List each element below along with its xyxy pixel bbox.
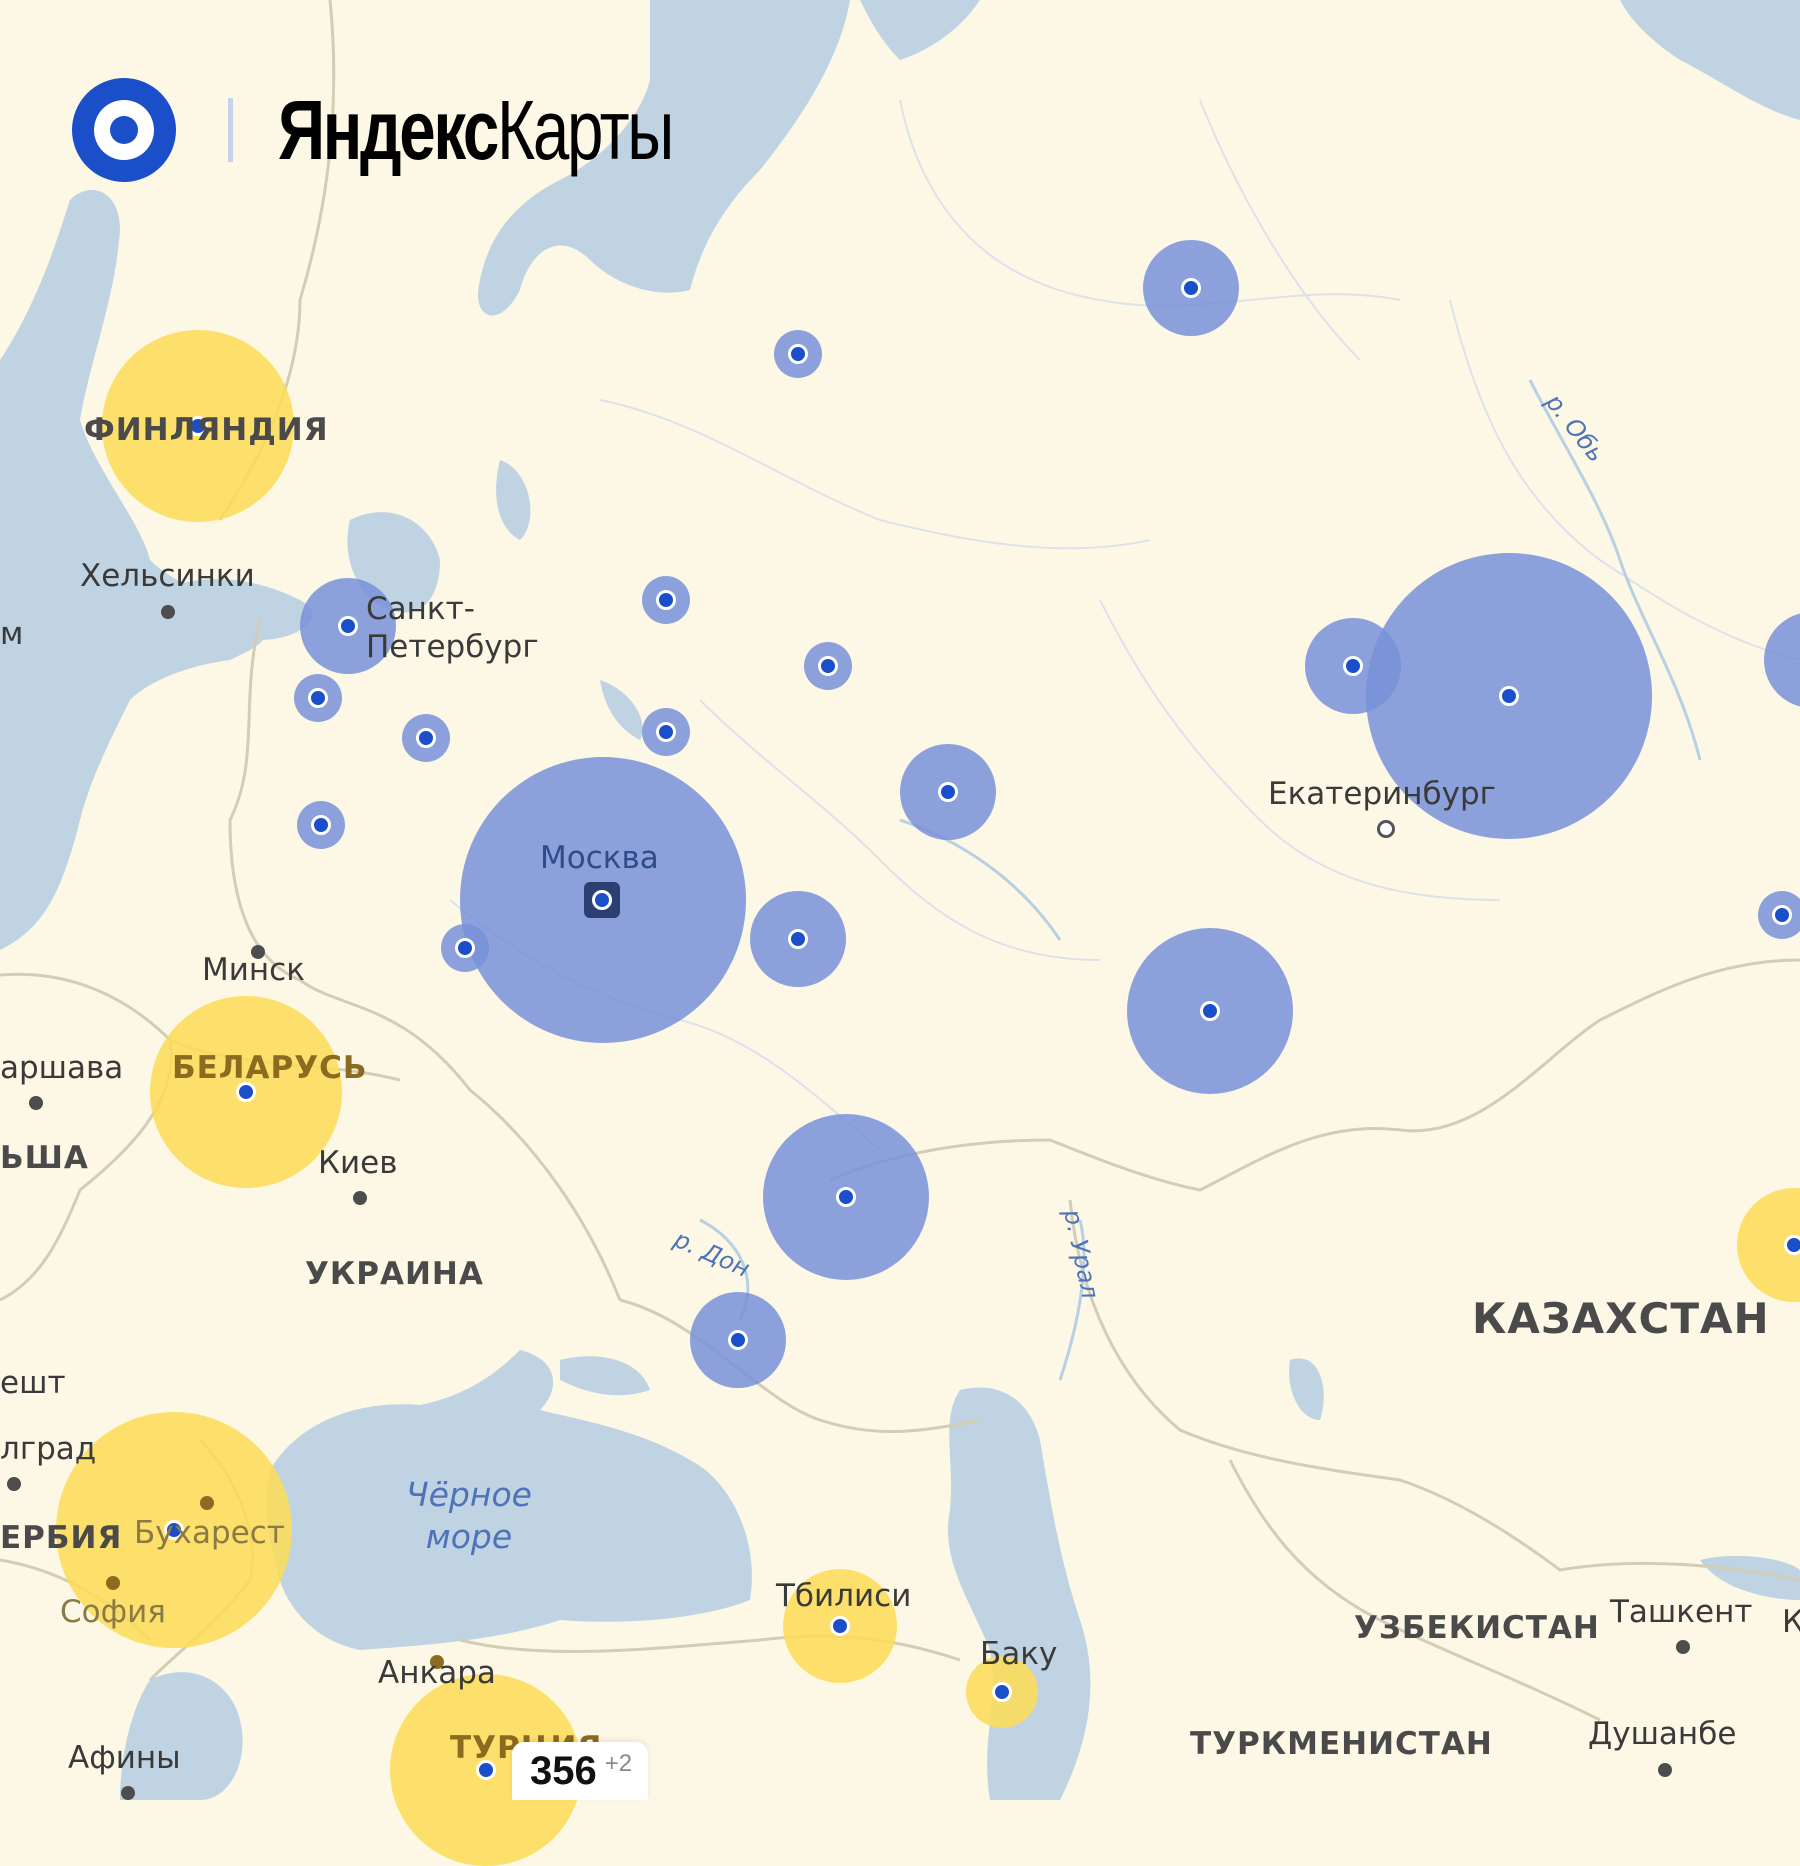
label-ukraine: УКРАИНА <box>305 1256 484 1292</box>
label-black-sea: Чёрное море <box>406 1475 532 1556</box>
city-dot-tashkent <box>1676 1640 1690 1654</box>
location-pin-icon <box>938 782 958 802</box>
location-pin-icon <box>1784 1235 1800 1255</box>
label-turkmenistan: ТУРКМЕНИСТАН <box>1190 1726 1493 1762</box>
location-pin-icon <box>1499 686 1519 706</box>
label-kazakhstan: КАЗАХСТАН <box>1472 1294 1770 1343</box>
label-helsinki[interactable]: Хельсинки <box>80 558 255 594</box>
label-k-cut[interactable]: К <box>1782 1604 1800 1640</box>
location-pin-icon <box>1343 656 1363 676</box>
label-baku[interactable]: Баку <box>980 1636 1058 1672</box>
counter-extra: +2 <box>604 1750 633 1777</box>
lake-onega <box>496 460 531 540</box>
location-pin-icon <box>728 1330 748 1350</box>
label-stockholm[interactable]: м <box>0 616 24 652</box>
logo-separator <box>228 98 233 162</box>
results-counter[interactable]: 356 +2 <box>512 1742 649 1800</box>
city-dot-helsinki <box>161 605 175 619</box>
capital-marker-icon[interactable] <box>584 882 620 918</box>
location-pin-icon <box>818 656 838 676</box>
location-pin-icon <box>416 728 436 748</box>
label-poland: ЬША <box>0 1140 89 1176</box>
location-pin-icon <box>788 344 808 364</box>
location-pin-icon <box>236 1082 256 1102</box>
location-pin-icon <box>1181 278 1201 298</box>
label-ankara[interactable]: Анкара <box>378 1655 496 1691</box>
city-dot-belgrade <box>7 1477 21 1491</box>
location-pin-icon <box>836 1187 856 1207</box>
location-pin-icon <box>188 416 208 436</box>
label-tbilisi[interactable]: Тбилиси <box>776 1578 912 1614</box>
location-pin-icon <box>308 688 328 708</box>
baltic-sea <box>0 190 267 950</box>
label-finland: ФИНЛЯНДИЯ <box>84 412 329 448</box>
location-pin-icon <box>992 1682 1012 1702</box>
brand-name-bold: Яндекс <box>278 83 499 177</box>
label-ekaterinburg[interactable]: Екатеринбург <box>1268 776 1496 812</box>
city-dot-dushanbe <box>1658 1763 1672 1777</box>
black-sea <box>266 1350 752 1650</box>
city-dot-ekaterinburg <box>1377 820 1395 838</box>
label-moscow[interactable]: Москва <box>540 840 659 876</box>
label-serbia: ЕРБИЯ <box>0 1520 123 1556</box>
label-warsaw[interactable]: аршава <box>0 1050 124 1086</box>
location-pin-icon <box>476 1760 496 1780</box>
label-belarus: БЕЛАРУСЬ <box>172 1050 368 1086</box>
label-dushanbe[interactable]: Душанбе <box>1588 1716 1737 1752</box>
sea-of-azov <box>560 1356 650 1396</box>
barents-bay <box>860 0 980 60</box>
label-tashkent[interactable]: Ташкент <box>1610 1594 1753 1630</box>
white-sea <box>478 0 850 316</box>
map-canvas[interactable] <box>0 0 1800 1800</box>
location-pin-icon <box>311 815 331 835</box>
kara-sea <box>1620 0 1800 120</box>
city-dot-warsaw <box>29 1096 43 1110</box>
aegean-sea <box>120 1672 243 1800</box>
label-budapest[interactable]: ешт <box>0 1365 66 1401</box>
location-pin-icon <box>455 938 475 958</box>
label-kiev[interactable]: Киев <box>318 1145 398 1181</box>
label-minsk[interactable]: Минск <box>202 952 305 988</box>
location-pin-icon <box>656 590 676 610</box>
label-athens[interactable]: Афины <box>68 1740 181 1776</box>
capital-marker-center <box>592 890 612 910</box>
label-belgrade[interactable]: лград <box>0 1431 97 1467</box>
rybinsk-reservoir <box>600 680 643 740</box>
location-pin-icon <box>788 929 808 949</box>
brand-name-regular: Карты <box>497 83 674 177</box>
counter-total: 356 <box>530 1748 597 1793</box>
gulf-of-finland <box>160 579 313 640</box>
location-pin-icon <box>656 722 676 742</box>
city-dot-sofia <box>106 1576 120 1590</box>
city-dot-ankara <box>430 1655 444 1669</box>
location-pin-icon <box>830 1616 850 1636</box>
label-sofia[interactable]: София <box>60 1594 166 1630</box>
label-uzbekistan: УЗБЕКИСТАН <box>1354 1610 1600 1646</box>
city-dot-minsk <box>251 945 265 959</box>
city-dot-athens <box>121 1786 135 1800</box>
label-spb[interactable]: Санкт- Петербург <box>366 591 539 665</box>
label-bucharest[interactable]: Бухарест <box>134 1515 285 1551</box>
location-pin-icon <box>1772 905 1792 925</box>
location-pin-icon <box>164 1520 184 1540</box>
aral-sea <box>1289 1358 1324 1420</box>
caspian-sea <box>948 1387 1091 1800</box>
city-dot-bucharest <box>200 1496 214 1510</box>
yandex-maps-logo-icon[interactable] <box>72 78 176 182</box>
city-dot-kiev <box>353 1191 367 1205</box>
brand-name[interactable]: ЯндексКарты <box>278 82 674 179</box>
water-bodies <box>0 0 1800 1800</box>
location-pin-icon <box>1200 1001 1220 1021</box>
location-pin-icon <box>338 616 358 636</box>
